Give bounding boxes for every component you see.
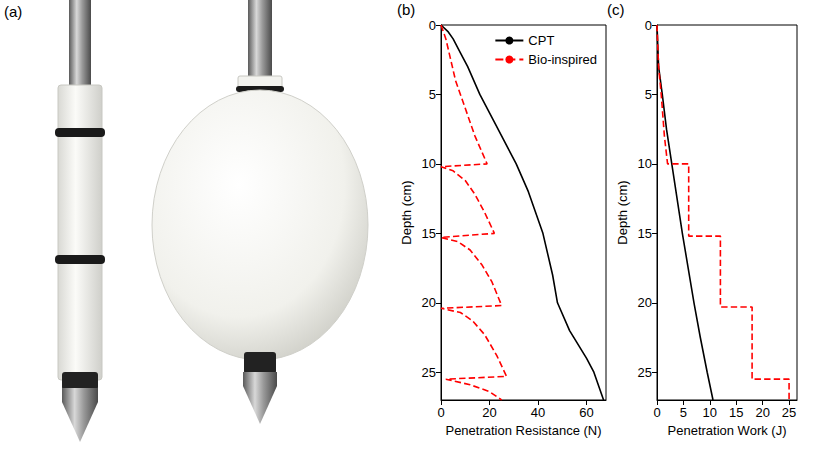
svg-text:10: 10 [422, 156, 436, 171]
svg-text:20: 20 [482, 405, 496, 420]
svg-text:0: 0 [653, 405, 660, 420]
svg-text:0: 0 [437, 405, 444, 420]
svg-text:25: 25 [638, 365, 652, 380]
svg-text:CPT: CPT [528, 33, 554, 48]
svg-text:60: 60 [579, 405, 593, 420]
svg-text:15: 15 [422, 226, 436, 241]
svg-text:Depth (cm): Depth (cm) [399, 180, 414, 244]
svg-text:5: 5 [645, 87, 652, 102]
svg-text:0: 0 [429, 18, 436, 33]
svg-text:25: 25 [422, 365, 436, 380]
svg-text:20: 20 [638, 295, 652, 310]
svg-text:Bio-inspired: Bio-inspired [528, 52, 597, 67]
svg-text:(a): (a) [4, 3, 22, 20]
svg-text:Depth (cm): Depth (cm) [615, 180, 630, 244]
svg-text:25: 25 [782, 405, 796, 420]
svg-text:(b): (b) [397, 1, 415, 18]
svg-text:15: 15 [729, 405, 743, 420]
svg-text:10: 10 [638, 156, 652, 171]
svg-text:Penetration Work (J): Penetration Work (J) [668, 423, 787, 438]
svg-text:10: 10 [703, 405, 717, 420]
svg-text:20: 20 [422, 295, 436, 310]
svg-text:Penetration Resistance (N): Penetration Resistance (N) [445, 423, 601, 438]
svg-text:40: 40 [531, 405, 545, 420]
svg-text:5: 5 [429, 87, 436, 102]
svg-text:20: 20 [755, 405, 769, 420]
svg-text:5: 5 [680, 405, 687, 420]
svg-text:0: 0 [645, 18, 652, 33]
svg-text:(c): (c) [607, 1, 625, 18]
svg-text:15: 15 [638, 226, 652, 241]
